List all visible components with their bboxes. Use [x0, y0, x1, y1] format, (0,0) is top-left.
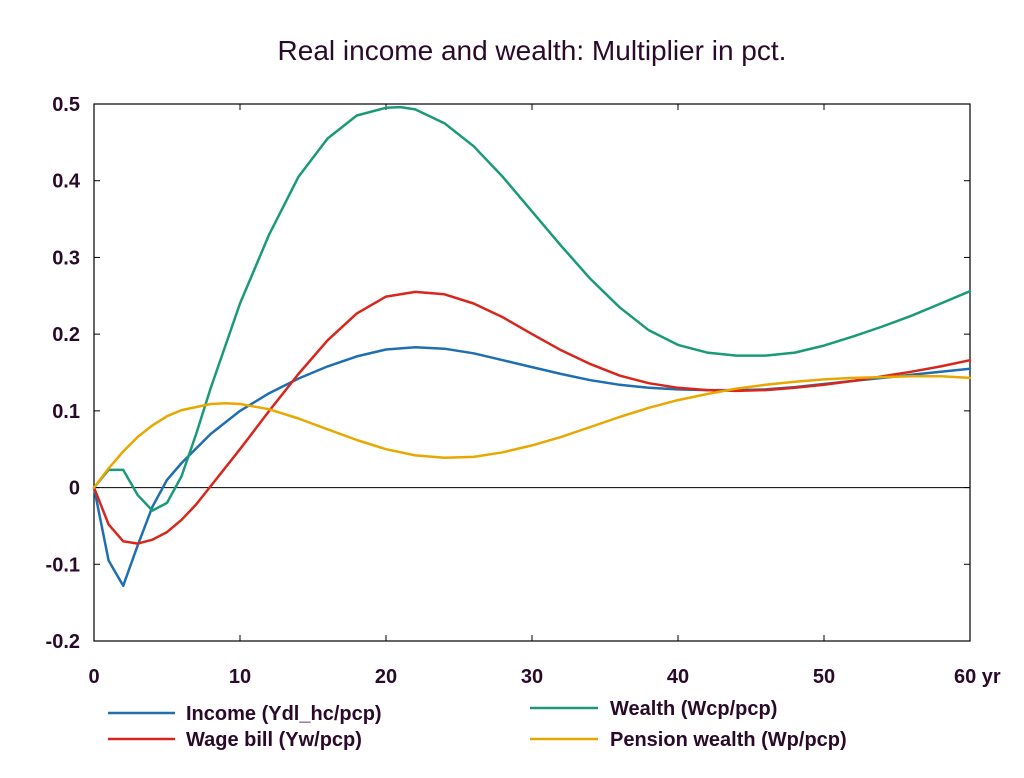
y-tick-label: 0.4	[52, 171, 81, 193]
y-tick-label: 0.3	[52, 247, 80, 269]
y-tick-label: 0	[69, 478, 80, 500]
legend: Income (Ydl_hc/pcp) Wealth (Wcp/pcp) Wage …	[108, 698, 847, 751]
series-line-4	[92, 375, 972, 489]
x-tick-label: 50	[813, 666, 835, 688]
y-tick-label: -0.1	[46, 554, 80, 576]
legend-label: Income (Ydl_hc/pcp)	[186, 703, 382, 725]
y-tick-label: 0.1	[52, 401, 80, 423]
legend-label: Wage bill (Yw/pcp)	[186, 729, 362, 751]
axes: -0.2 -0.1 0 0.1 0.2 0.3 0.4 0.5 0 10 20 30 40 50 60 yr	[46, 94, 1001, 688]
legend-label: Wealth (Wcp/pcp)	[610, 698, 777, 720]
x-tick-label: 40	[667, 666, 689, 688]
legend-item-1: Income (Ydl_hc/pcp)	[108, 703, 382, 725]
x-tick-label: 0	[88, 666, 99, 688]
x-tick-label: 20	[375, 666, 397, 688]
y-tick-label: 0.2	[52, 324, 80, 346]
legend-item-3: Wealth (Wcp/pcp)	[530, 698, 777, 720]
y-tick-label: -0.2	[46, 631, 80, 653]
y-tick-label: 0.5	[52, 94, 80, 116]
plot-frame	[93, 103, 971, 642]
legend-label: Pension wealth (Wp/pcp)	[610, 729, 847, 751]
legend-item-4: Pension wealth (Wp/pcp)	[530, 729, 847, 751]
series-line-3	[92, 105, 972, 512]
legend-item-2: Wage bill (Yw/pcp)	[108, 729, 362, 751]
x-tick-label: 10	[229, 666, 251, 688]
x-tick-label: 30	[521, 666, 543, 688]
x-tick-label: 60 yr	[954, 666, 1001, 688]
chart-title: Real income and wealth: Multiplier in pc…	[278, 35, 787, 66]
series-line-2	[92, 290, 972, 545]
series-layer	[92, 105, 972, 588]
